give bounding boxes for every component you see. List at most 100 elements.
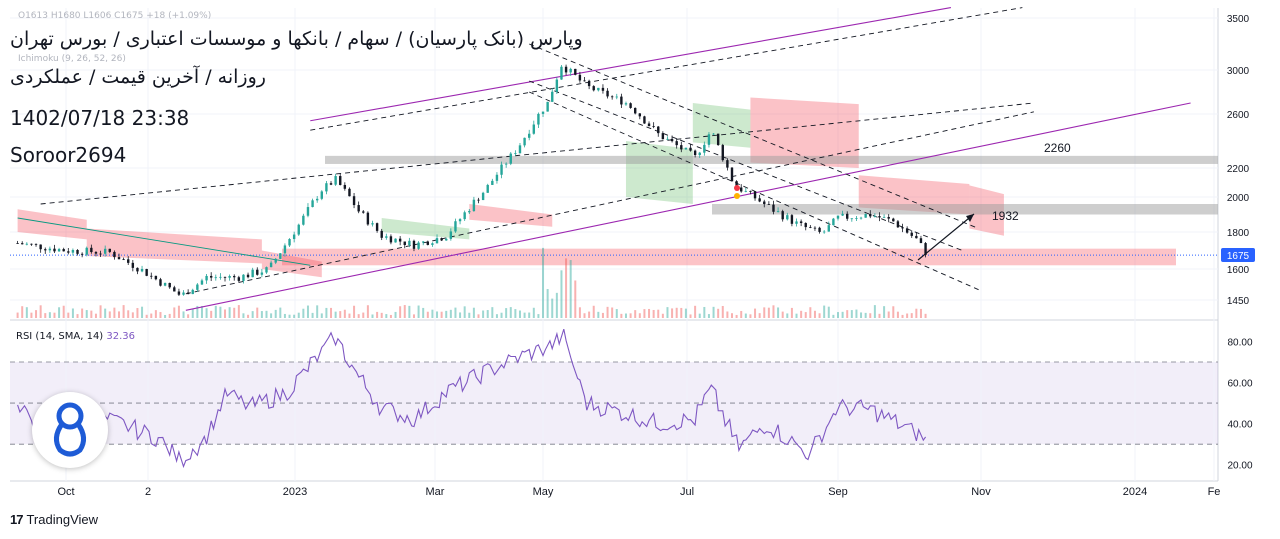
volume-bar xyxy=(283,313,286,318)
candle-body xyxy=(163,282,167,286)
candle-body xyxy=(260,272,264,275)
volume-bar xyxy=(629,313,632,318)
tradingview-text: TradingView xyxy=(26,512,99,527)
rsi-tick-label: 40.00 xyxy=(1227,420,1252,431)
volume-bar xyxy=(445,310,448,318)
candle-body xyxy=(343,184,347,189)
volume-bar xyxy=(657,309,660,318)
ichimoku-cloud xyxy=(17,209,87,240)
volume-bar xyxy=(855,309,858,318)
volume-bar xyxy=(454,307,457,318)
volume-bar xyxy=(159,312,162,318)
candle-body xyxy=(292,234,296,240)
volume-bar xyxy=(389,314,392,318)
ichimoku-cloud xyxy=(261,250,322,278)
candle-body xyxy=(297,224,300,235)
volume-bar xyxy=(648,308,651,318)
time-tick-label: Oct xyxy=(57,486,74,498)
candle-body xyxy=(256,269,259,275)
candle-body xyxy=(716,133,720,146)
candle-body xyxy=(495,174,499,181)
price-tick-label: 3500 xyxy=(1227,14,1250,25)
candle-body xyxy=(523,137,526,146)
volume-bar xyxy=(16,312,19,318)
volume-bar xyxy=(800,310,803,318)
rsi-legend: RSI (14, SMA, 14) 32.36 xyxy=(16,331,135,342)
volume-bar xyxy=(25,307,28,318)
volume-bar xyxy=(67,312,70,318)
volume-bar xyxy=(477,314,480,318)
rsi-legend-name: RSI (14, SMA, 14) xyxy=(16,331,104,342)
volume-bar xyxy=(910,313,913,318)
price-axis[interactable]: 3500 3000 2600 2200 2000 1800 1600 1450 xyxy=(1227,14,1250,307)
volume-bar xyxy=(214,305,217,318)
volume-bar xyxy=(837,312,839,318)
candle-body xyxy=(352,196,356,206)
ichimoku-legend: Ichimoku (9, 26, 52, 26) xyxy=(18,54,126,64)
volume-bar xyxy=(293,314,296,318)
volume-bar xyxy=(35,310,38,318)
volume-bar xyxy=(371,314,374,318)
candle-body xyxy=(339,176,342,185)
volume-bar xyxy=(777,307,780,318)
candle-body xyxy=(177,291,181,295)
candle-body xyxy=(394,238,397,243)
volume-bar xyxy=(136,308,139,318)
candle-body xyxy=(302,215,305,225)
candle-body xyxy=(822,231,826,233)
candle-body xyxy=(905,228,909,233)
rsi-levels xyxy=(10,361,1218,445)
volume-bar xyxy=(671,308,674,318)
price-tick-label: 1600 xyxy=(1227,265,1250,276)
volume-bar xyxy=(164,314,167,318)
volume-bar xyxy=(53,312,56,318)
candle-body xyxy=(486,184,489,193)
candle-body xyxy=(560,66,563,80)
volume-bar xyxy=(500,312,503,318)
volume-bar xyxy=(210,310,213,318)
volume-bar xyxy=(675,307,678,318)
candle-body xyxy=(532,124,536,134)
candle-body xyxy=(329,183,333,185)
time-axis[interactable]: Oct 2 2023 Mar May Jul Sep Nov 2024 Fe xyxy=(57,486,1220,498)
candle-body xyxy=(721,145,724,161)
volume-bar xyxy=(482,310,485,318)
volume-bar xyxy=(145,314,148,318)
rsi-axis[interactable]: 80.00 60.00 40.00 20.00 xyxy=(1227,337,1252,471)
volume-bar xyxy=(620,313,623,318)
candle-body xyxy=(790,215,794,224)
volume-bar xyxy=(754,308,757,318)
rsi-legend-value: 32.36 xyxy=(106,331,136,342)
candle-body xyxy=(385,236,388,238)
candle-body xyxy=(140,268,144,272)
volume-bar xyxy=(615,309,618,318)
volume-bar xyxy=(767,307,770,318)
volume-bar xyxy=(763,307,766,318)
candle-body xyxy=(39,244,42,250)
candle-body xyxy=(136,267,139,272)
candle-body xyxy=(445,238,448,241)
volume-bar xyxy=(624,313,627,318)
candle-body xyxy=(173,287,176,292)
tradingview-brand[interactable]: 17 TradingView xyxy=(10,512,98,527)
candle-body xyxy=(265,267,268,273)
candle-body xyxy=(30,243,33,245)
candle-body xyxy=(528,133,531,138)
volume-bar xyxy=(330,307,333,318)
volume-bar xyxy=(21,306,24,318)
candle-body xyxy=(730,167,734,182)
candle-body xyxy=(242,274,245,281)
candle-body xyxy=(712,133,715,135)
candle-body xyxy=(62,249,65,252)
channel-midline xyxy=(40,102,1034,205)
time-tick-label: 2 xyxy=(145,486,151,498)
resistance-zone xyxy=(712,204,1218,215)
volume-bar xyxy=(85,310,88,318)
target-arrow xyxy=(917,213,975,261)
author-name: Soroor2694 xyxy=(10,143,127,167)
resistance-zone xyxy=(325,155,1218,164)
volume-bar xyxy=(809,307,812,318)
volume-bar xyxy=(260,311,263,318)
price-tick-label: 2600 xyxy=(1227,110,1250,121)
